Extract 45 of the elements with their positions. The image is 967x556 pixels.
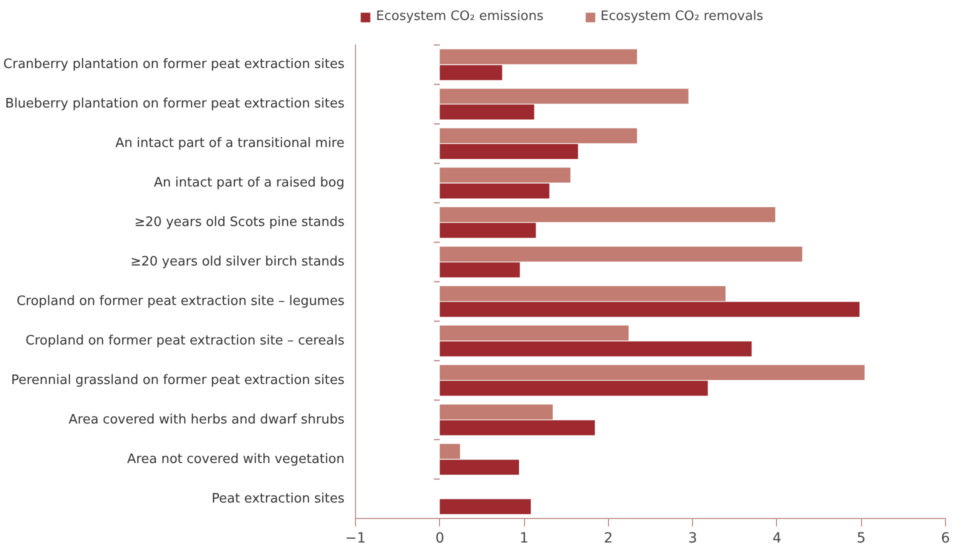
bar bbox=[440, 380, 708, 396]
y-tick-label: Perennial grassland on former peat extraction sites bbox=[11, 372, 345, 388]
x-tick-label: 4 bbox=[772, 530, 782, 546]
y-tick-label: An intact part of a raised bog bbox=[154, 176, 345, 191]
legend-label: Ecosystem CO₂ removals bbox=[600, 9, 764, 24]
bar bbox=[440, 262, 520, 278]
bar bbox=[440, 128, 638, 144]
x-tick-label: 5 bbox=[856, 530, 866, 546]
x-tick-label: 1 bbox=[520, 530, 529, 546]
bar bbox=[440, 302, 860, 317]
bar bbox=[440, 207, 776, 222]
x-tick-label: 2 bbox=[604, 530, 613, 546]
x-tick-label: 6 bbox=[941, 530, 950, 546]
x-tick-label: 0 bbox=[435, 530, 444, 546]
y-tick-label: An intact part of a transitional mire bbox=[115, 136, 345, 152]
y-tick-label: Peat extraction sites bbox=[212, 491, 345, 506]
x-tick-label: 3 bbox=[688, 530, 698, 546]
bar bbox=[440, 460, 520, 475]
bar bbox=[440, 286, 726, 302]
bar bbox=[440, 222, 536, 238]
bar bbox=[440, 326, 629, 341]
y-tick-label: ≥20 years old silver birch stands bbox=[130, 254, 345, 270]
y-tick-label: Area not covered with vegetation bbox=[127, 452, 345, 467]
bar bbox=[440, 104, 534, 120]
bar bbox=[440, 168, 570, 183]
x-tick-label: −1 bbox=[345, 530, 366, 546]
y-tick-label: Blueberry plantation on former peat extraction sites bbox=[5, 96, 345, 112]
bar bbox=[440, 364, 865, 380]
bar bbox=[440, 404, 553, 420]
bar bbox=[440, 499, 531, 514]
bar bbox=[440, 49, 638, 64]
bar bbox=[440, 88, 688, 104]
y-tick-label: Area covered with herbs and dwarf shrubs bbox=[68, 412, 345, 428]
bar bbox=[440, 144, 578, 160]
bar bbox=[440, 444, 460, 459]
legend-label: Ecosystem CO₂ emissions bbox=[376, 9, 544, 24]
bar bbox=[440, 183, 550, 198]
bar bbox=[440, 420, 595, 436]
y-tick-label: ≥20 years old Scots pine stands bbox=[134, 215, 345, 230]
bar bbox=[440, 341, 752, 356]
bar bbox=[440, 65, 502, 80]
y-tick-label: Cropland on former peat extraction site – cereals bbox=[26, 333, 345, 348]
bar bbox=[440, 246, 802, 262]
y-tick-label: Cranberry plantation on former peat extraction sites bbox=[3, 57, 345, 72]
y-tick-label: Cropland on former peat extraction site – legumes bbox=[16, 294, 345, 309]
